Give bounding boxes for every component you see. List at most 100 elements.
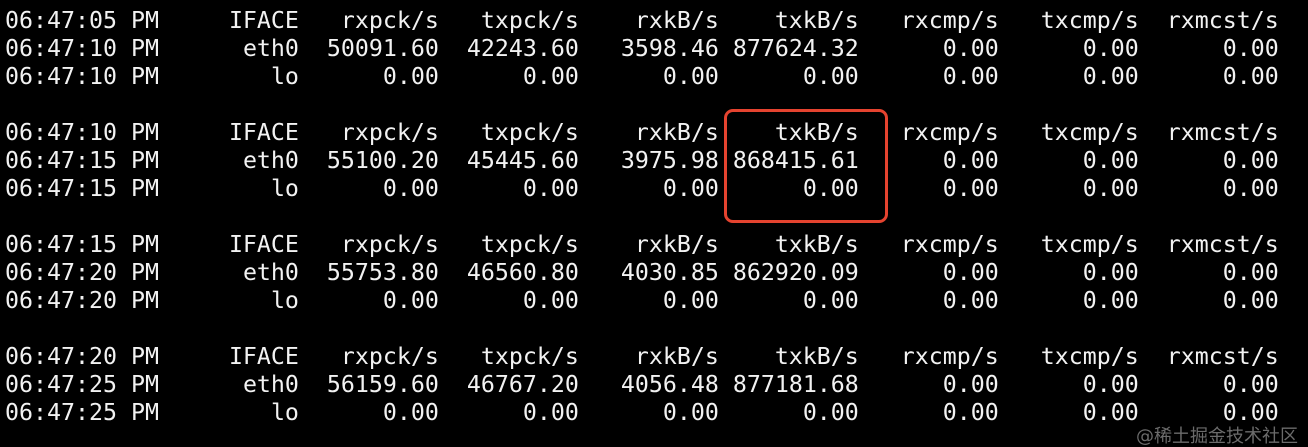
- timestamp: 06:47:05 PM: [5, 7, 159, 34]
- cell: 0.00: [942, 147, 999, 174]
- timestamp: 06:47:25 PM: [5, 399, 159, 426]
- cell: 0.00: [802, 175, 859, 202]
- cell: 0.00: [802, 287, 859, 314]
- cell: txkB/s: [774, 343, 859, 370]
- data-row: 06:47:15 PM lo 0.00 0.00 0.00 0.00 0.00 0.00 0.0…: [5, 175, 1279, 203]
- cell: rxmcst/s: [1166, 7, 1279, 34]
- cell: rxpck/s: [340, 231, 439, 258]
- cell: IFACE: [228, 7, 299, 34]
- cell: eth0: [242, 371, 299, 398]
- timestamp: 06:47:10 PM: [5, 119, 159, 146]
- cell: txkB/s: [774, 119, 859, 146]
- cell: 0.00: [1222, 175, 1279, 202]
- cell: rxmcst/s: [1166, 119, 1279, 146]
- cell: IFACE: [228, 343, 299, 370]
- cell: rxcmp/s: [900, 231, 999, 258]
- cell: 45445.60: [466, 147, 579, 174]
- cell: txcmp/s: [1040, 119, 1139, 146]
- cell: 0.00: [942, 371, 999, 398]
- header-row: 06:47:10 PM IFACE rxpck/s txpck/s rxkB/s txkB…: [5, 119, 1279, 147]
- cell: rxkB/s: [634, 343, 719, 370]
- cell: eth0: [242, 35, 299, 62]
- cell: 4056.48: [620, 371, 719, 398]
- data-row: 06:47:20 PM eth0 55753.80 46560.80 4030.85 86…: [5, 259, 1279, 287]
- cell: rxmcst/s: [1166, 343, 1279, 370]
- cell: txcmp/s: [1040, 7, 1139, 34]
- cell: 0.00: [382, 287, 439, 314]
- cell: 0.00: [1082, 175, 1139, 202]
- cell: txpck/s: [480, 7, 579, 34]
- cell: 0.00: [662, 175, 719, 202]
- cell: IFACE: [228, 119, 299, 146]
- cell: 0.00: [522, 399, 579, 426]
- data-row: 06:47:10 PM lo 0.00 0.00 0.00 0.00 0.00 0.00 0.0…: [5, 63, 1279, 91]
- timestamp: 06:47:15 PM: [5, 231, 159, 258]
- cell: eth0: [242, 259, 299, 286]
- cell: 0.00: [662, 399, 719, 426]
- timestamp: 06:47:10 PM: [5, 35, 159, 62]
- cell: 0.00: [522, 63, 579, 90]
- cell: 0.00: [662, 287, 719, 314]
- cell: rxpck/s: [340, 7, 439, 34]
- timestamp: 06:47:15 PM: [5, 175, 159, 202]
- cell: 0.00: [942, 63, 999, 90]
- cell: rxkB/s: [634, 231, 719, 258]
- highlight-box-txkB: [724, 109, 888, 223]
- cell: rxmcst/s: [1166, 231, 1279, 258]
- cell: 0.00: [662, 63, 719, 90]
- cell: lo: [270, 63, 299, 90]
- cell: txkB/s: [774, 231, 859, 258]
- cell: 55753.80: [326, 259, 439, 286]
- cell: 0.00: [1222, 287, 1279, 314]
- cell: 0.00: [522, 287, 579, 314]
- cell: 0.00: [1222, 147, 1279, 174]
- timestamp: 06:47:15 PM: [5, 147, 159, 174]
- cell: txcmp/s: [1040, 231, 1139, 258]
- cell: 3975.98: [620, 147, 719, 174]
- cell: 877181.68: [732, 371, 859, 398]
- cell: 0.00: [1082, 371, 1139, 398]
- cell: rxcmp/s: [900, 7, 999, 34]
- header-row: 06:47:20 PM IFACE rxpck/s txpck/s rxkB/s txkB…: [5, 343, 1279, 371]
- cell: 0.00: [1222, 63, 1279, 90]
- cell: 0.00: [1082, 399, 1139, 426]
- cell: 0.00: [382, 175, 439, 202]
- cell: eth0: [242, 147, 299, 174]
- cell: 0.00: [1082, 63, 1139, 90]
- cell: 0.00: [1082, 287, 1139, 314]
- terminal-output: 06:47:05 PM IFACE rxpck/s txpck/s rxkB/s txkB…: [5, 7, 1279, 427]
- cell: 56159.60: [326, 371, 439, 398]
- timestamp: 06:47:25 PM: [5, 371, 159, 398]
- cell: txpck/s: [480, 343, 579, 370]
- cell: 0.00: [942, 35, 999, 62]
- watermark: @稀土掘金技术社区: [1136, 426, 1298, 447]
- cell: 0.00: [1222, 35, 1279, 62]
- data-row: 06:47:20 PM lo 0.00 0.00 0.00 0.00 0.00 0.00 0.0…: [5, 287, 1279, 315]
- blank-line: [5, 203, 1279, 231]
- cell: 862920.09: [732, 259, 859, 286]
- cell: 42243.60: [466, 35, 579, 62]
- cell: rxcmp/s: [900, 119, 999, 146]
- cell: 3598.46: [620, 35, 719, 62]
- data-row: 06:47:15 PM eth0 55100.20 45445.60 3975.98 86…: [5, 147, 1279, 175]
- header-row: 06:47:15 PM IFACE rxpck/s txpck/s rxkB/s txkB…: [5, 231, 1279, 259]
- cell: 55100.20: [326, 147, 439, 174]
- cell: txkB/s: [774, 7, 859, 34]
- cell: 0.00: [522, 175, 579, 202]
- cell: 0.00: [1082, 35, 1139, 62]
- blank-line: [5, 91, 1279, 119]
- cell: 0.00: [1222, 371, 1279, 398]
- blank-line: [5, 315, 1279, 343]
- timestamp: 06:47:10 PM: [5, 63, 159, 90]
- cell: rxpck/s: [340, 119, 439, 146]
- cell: lo: [270, 287, 299, 314]
- cell: 46560.80: [466, 259, 579, 286]
- cell: 0.00: [382, 63, 439, 90]
- cell: 0.00: [942, 399, 999, 426]
- cell: 0.00: [382, 399, 439, 426]
- cell: 0.00: [1082, 259, 1139, 286]
- cell: txpck/s: [480, 231, 579, 258]
- data-row: 06:47:25 PM lo 0.00 0.00 0.00 0.00 0.00 0.00 0.0…: [5, 399, 1279, 427]
- cell: 0.00: [1222, 399, 1279, 426]
- timestamp: 06:47:20 PM: [5, 343, 159, 370]
